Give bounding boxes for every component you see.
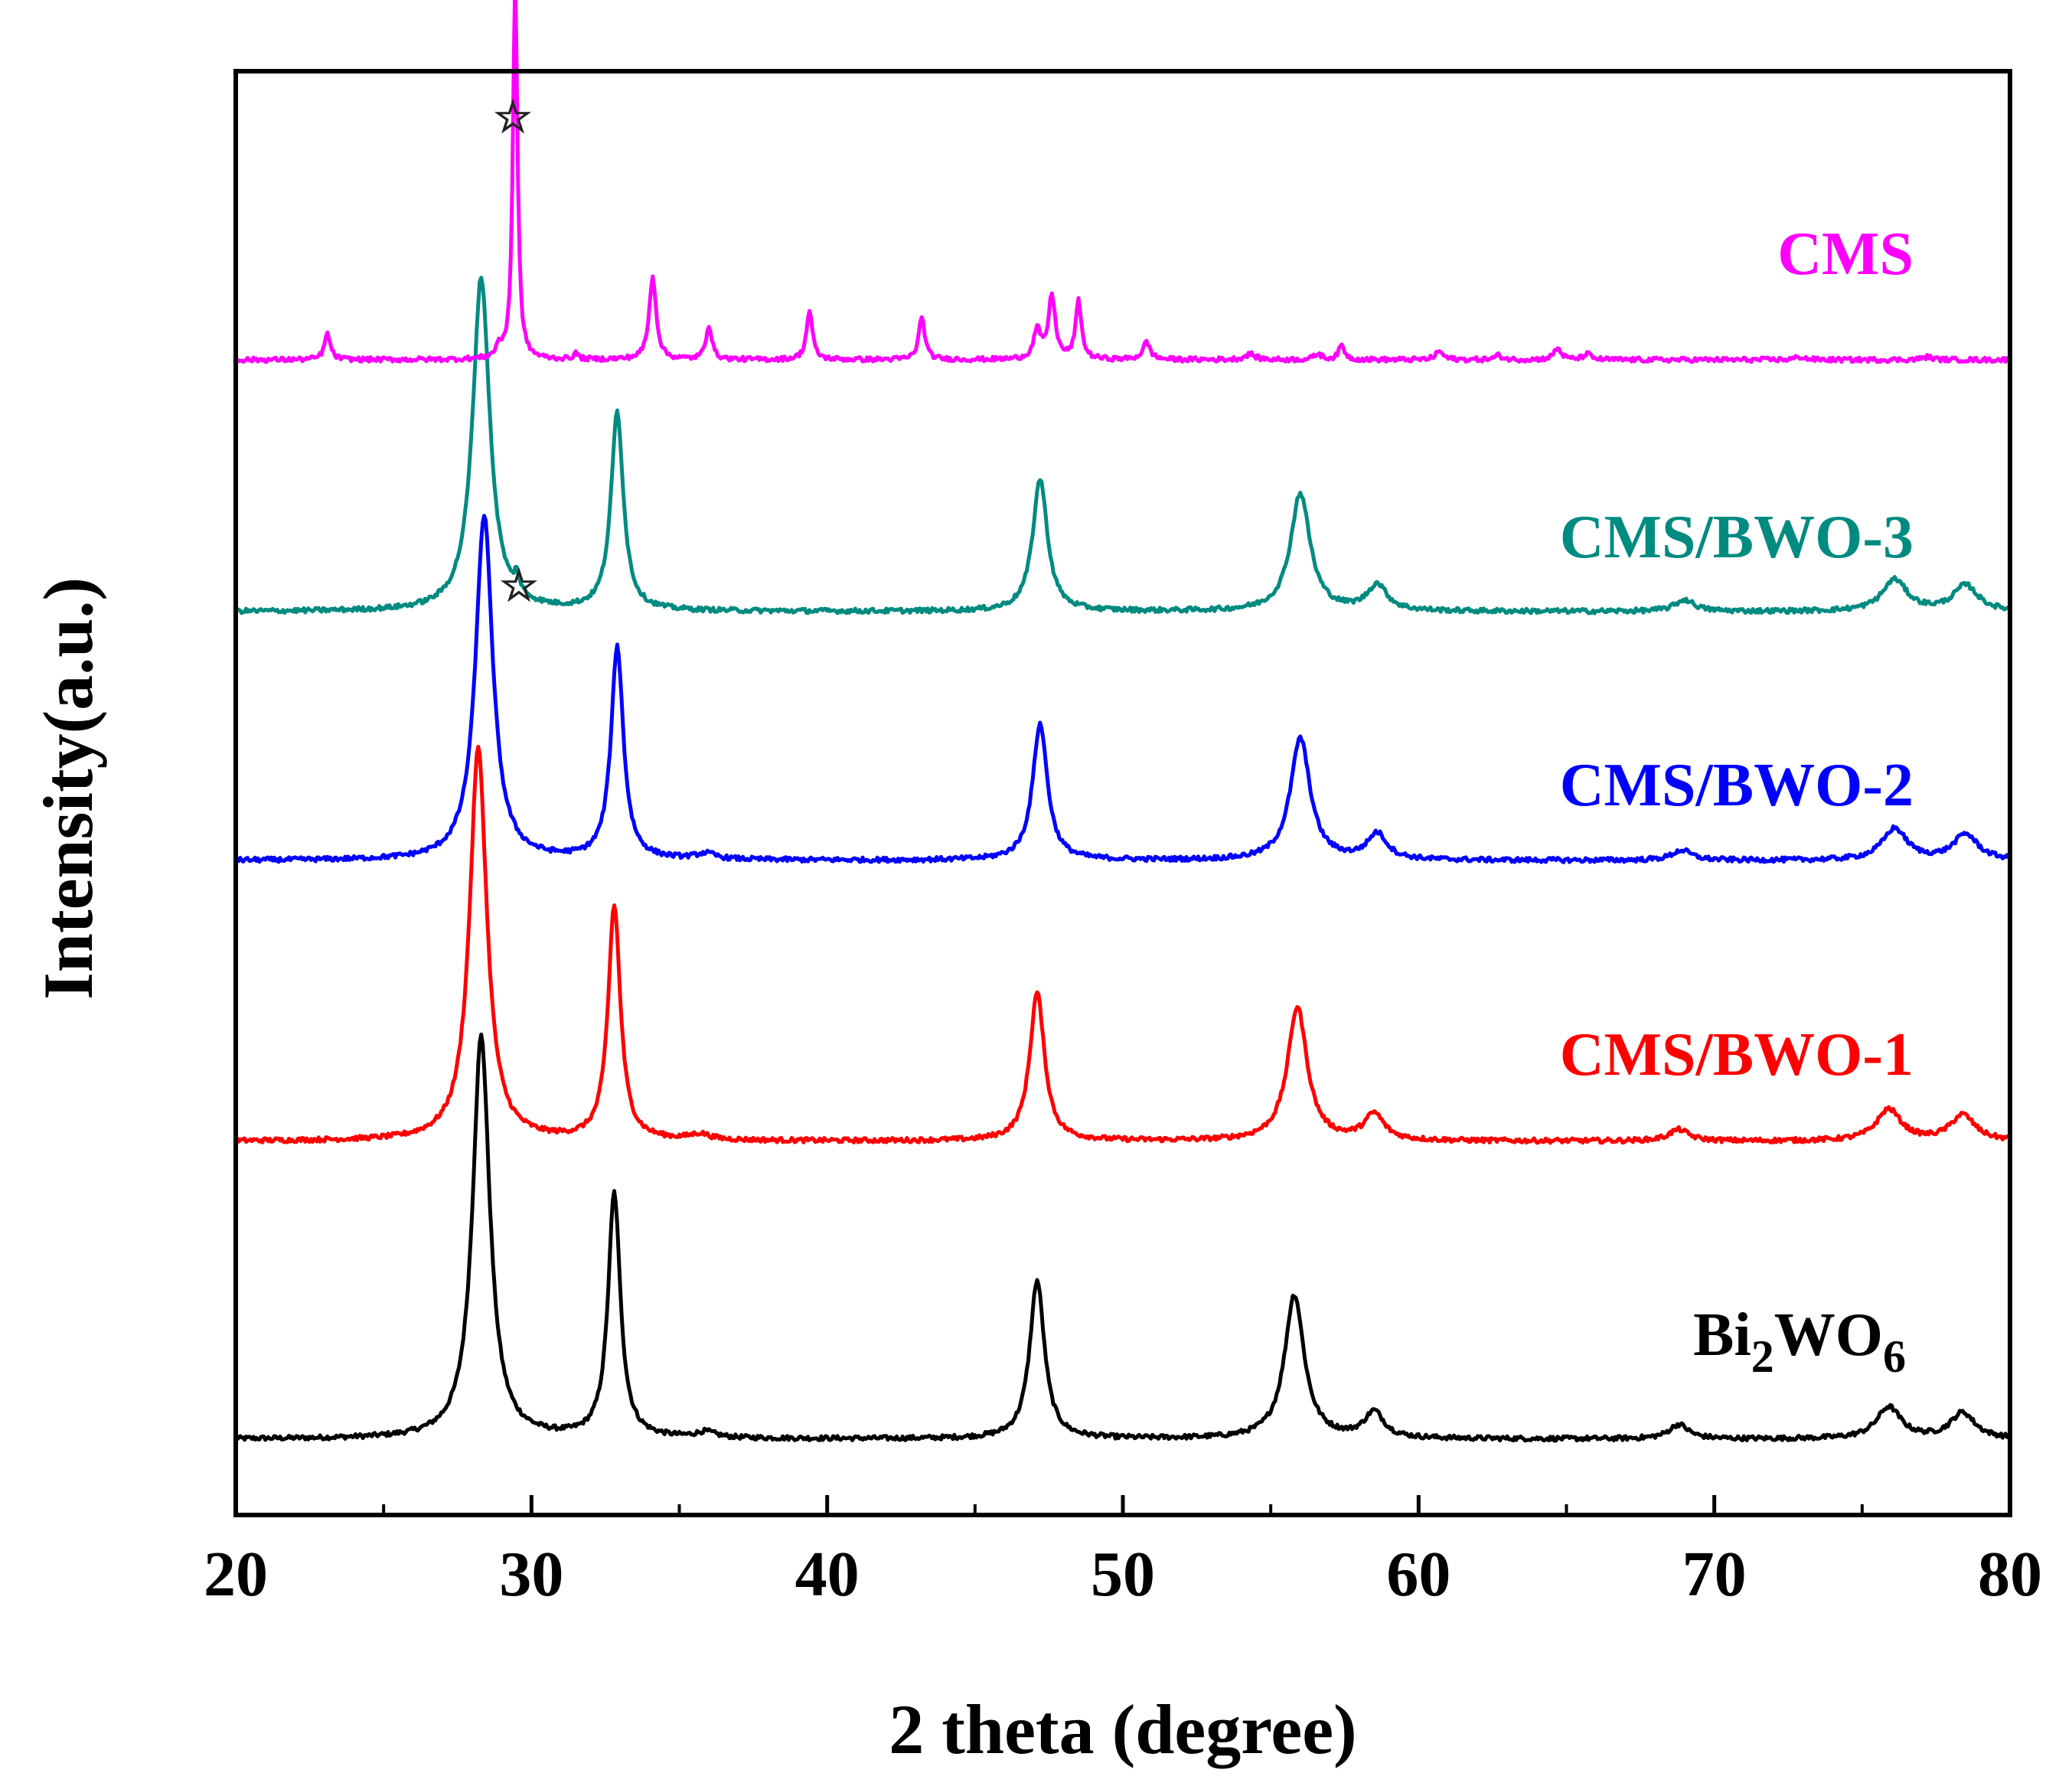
series-line-bi2wo6 bbox=[234, 1032, 2012, 1443]
x-axis-title: 2 theta (degree) bbox=[889, 1690, 1356, 1768]
x-tick-label: 40 bbox=[795, 1539, 860, 1610]
x-tick-label: 20 bbox=[204, 1539, 268, 1610]
bi2wo6-label-sub2: 6 bbox=[1883, 1331, 1906, 1382]
series-layer bbox=[233, 0, 2012, 1443]
star-marker-cms-bwo-3: ☆ bbox=[500, 563, 538, 610]
series-label-cms-bwo-3: CMS/BWO-3 bbox=[1560, 504, 1914, 571]
x-axis-ticks: 20 30 40 50 60 70 80 bbox=[204, 1495, 2042, 1610]
y-axis-title: Intensity(a.u.) bbox=[29, 577, 107, 1000]
series-line-cms bbox=[234, 0, 2012, 364]
bi2wo6-label-mid: WO bbox=[1774, 1301, 1883, 1369]
star-marker-cms: ☆ bbox=[494, 94, 532, 142]
series-labels: CMS CMS/BWO-3 CMS/BWO-2 CMS/BWO-1 Bi2WO6 bbox=[1560, 220, 1914, 1382]
series-line-cms-bwo-3 bbox=[233, 276, 2012, 615]
series-line-cms-bwo-2 bbox=[234, 514, 2011, 864]
series-label-cms: CMS bbox=[1777, 220, 1914, 288]
bi2wo6-label-main: Bi bbox=[1693, 1301, 1751, 1369]
annotations: ☆ ☆ bbox=[494, 94, 538, 610]
x-tick-label: 60 bbox=[1386, 1539, 1450, 1610]
x-tick-label: 80 bbox=[1978, 1539, 2042, 1610]
plot-frame bbox=[233, 69, 2012, 1517]
series-line-cms-bwo-1 bbox=[233, 744, 2012, 1145]
series-label-bi2wo6: Bi2WO6 bbox=[1693, 1301, 1906, 1382]
series-label-cms-bwo-1: CMS/BWO-1 bbox=[1560, 1021, 1914, 1089]
bi2wo6-label-sub1: 2 bbox=[1751, 1331, 1774, 1382]
x-tick-label: 50 bbox=[1091, 1539, 1155, 1610]
x-tick-label: 30 bbox=[499, 1539, 563, 1610]
series-label-cms-bwo-2: CMS/BWO-2 bbox=[1560, 752, 1914, 819]
x-tick-label: 70 bbox=[1682, 1539, 1747, 1610]
